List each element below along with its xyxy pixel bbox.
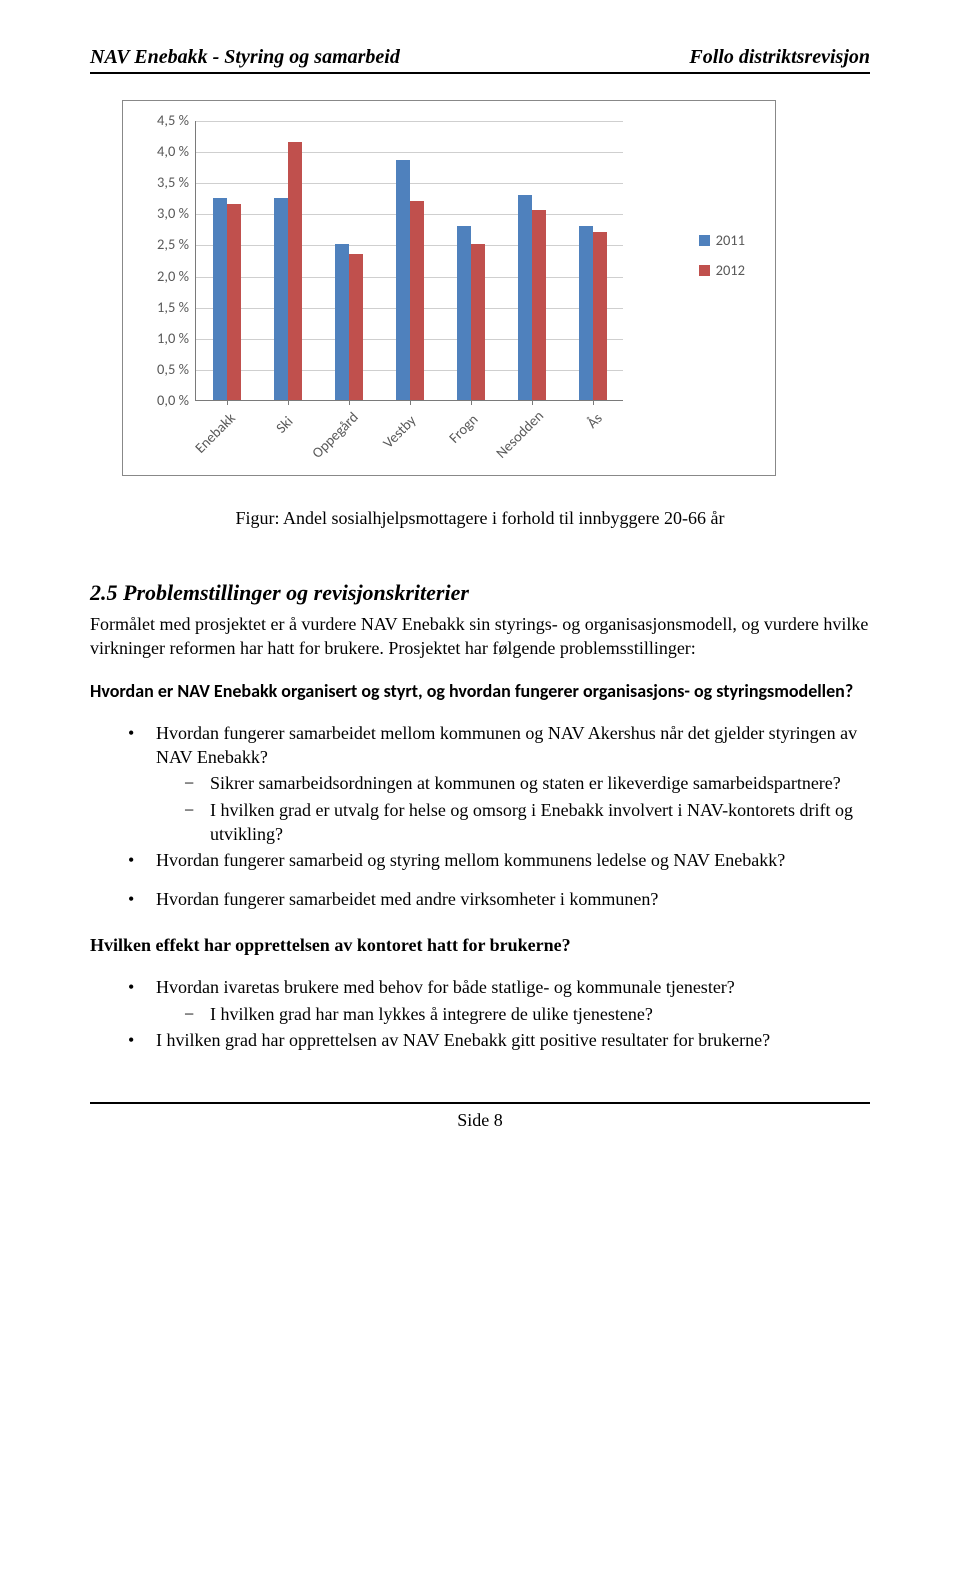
x-axis-label: Ski [272, 412, 298, 438]
list-item: Hvordan ivaretas brukere med behov for b… [128, 975, 870, 1026]
bar [349, 254, 363, 400]
x-axis-tick [349, 400, 350, 405]
y-axis-label: 0,0 % [139, 391, 189, 411]
x-axis-tick [593, 400, 594, 405]
y-axis-label: 2,5 % [139, 236, 189, 256]
y-axis-label: 2,0 % [139, 267, 189, 287]
x-axis-tick [227, 400, 228, 405]
bullet-list-1: Hvordan fungerer samarbeidet mellom komm… [128, 721, 870, 911]
list-item-text: I hvilken grad har opprettelsen av NAV E… [156, 1030, 770, 1050]
bar-group [579, 226, 607, 400]
footer-rule [90, 1102, 870, 1104]
bar [532, 210, 546, 400]
list-item-text: Hvordan fungerer samarbeidet med andre v… [156, 889, 658, 909]
sub-list: Sikrer samarbeidsordningen at kommunen o… [184, 771, 870, 846]
bar-group [335, 244, 363, 400]
bar-group [274, 142, 302, 400]
y-axis-label: 3,0 % [139, 205, 189, 225]
x-axis-label: Vestby [379, 411, 421, 453]
y-axis-label: 1,5 % [139, 298, 189, 318]
bar [227, 204, 241, 400]
bar [593, 232, 607, 400]
x-axis-tick [410, 400, 411, 405]
bar-chart: 0,0 % 0,5 % 1,0 % 1,5 % 2,0 % 2,5 % 3,0 % 3,5 %… [122, 100, 776, 476]
x-axis-label: Oppegård [308, 408, 363, 463]
page-number: Side 8 [90, 1108, 870, 1132]
y-axis-label: 4,0 % [139, 142, 189, 162]
intro-paragraph: Formålet med prosjektet er å vurdere NAV… [90, 612, 870, 661]
y-axis-label: 0,5 % [139, 360, 189, 380]
header-left: NAV Enebakk - Styring og samarbeid [90, 44, 400, 71]
y-axis-label: 3,5 % [139, 173, 189, 193]
legend-label: 2012 [716, 261, 745, 281]
x-axis-tick [532, 400, 533, 405]
y-axis-label: 1,0 % [139, 329, 189, 349]
bar [213, 198, 227, 400]
bar [471, 244, 485, 400]
sub-list-item: Sikrer samarbeidsordningen at kommunen o… [184, 771, 870, 795]
legend-swatch [699, 265, 710, 276]
x-axis-tick [471, 400, 472, 405]
x-axis-label: Frogn [445, 410, 483, 448]
sub-list-item: I hvilken grad er utvalg for helse og om… [184, 798, 870, 847]
sub-list: I hvilken grad har man lykkes å integrer… [184, 1002, 870, 1026]
chart-legend: 2011 2012 [699, 231, 745, 290]
bar [579, 226, 593, 400]
list-item: I hvilken grad har opprettelsen av NAV E… [128, 1028, 870, 1052]
question-2: Hvilken effekt har opprettelsen av konto… [90, 933, 870, 957]
bar [457, 226, 471, 400]
bar [335, 244, 349, 400]
bar [410, 201, 424, 400]
bar-group [213, 198, 241, 400]
bar [274, 198, 288, 400]
chart-gridline [196, 121, 623, 122]
bar [518, 195, 532, 400]
bar-group [518, 195, 546, 400]
bullet-list-2: Hvordan ivaretas brukere med behov for b… [128, 975, 870, 1052]
x-axis-label: Enebakk [191, 409, 240, 458]
y-axis-label: 4,5 % [139, 111, 189, 131]
legend-item: 2012 [699, 261, 745, 281]
x-axis-label: Nesodden [492, 406, 548, 462]
bar [288, 142, 302, 400]
list-item-text: Hvordan fungerer samarbeid og styring me… [156, 850, 785, 870]
list-item: Hvordan fungerer samarbeidet mellom komm… [128, 721, 870, 846]
x-axis-label: Ås [583, 409, 607, 433]
legend-label: 2011 [716, 231, 745, 251]
list-item-text: Hvordan fungerer samarbeidet mellom komm… [156, 723, 857, 767]
bar-group [396, 160, 424, 400]
bar-group [457, 226, 485, 400]
section-heading: 2.5 Problemstillinger og revisjonskriter… [90, 578, 870, 608]
legend-swatch [699, 235, 710, 246]
x-axis-tick [288, 400, 289, 405]
legend-item: 2011 [699, 231, 745, 251]
chart-gridline [196, 152, 623, 153]
list-item-text: Hvordan ivaretas brukere med behov for b… [156, 977, 735, 997]
list-item: Hvordan fungerer samarbeid og styring me… [128, 848, 870, 872]
page-header: NAV Enebakk - Styring og samarbeid Follo… [90, 44, 870, 74]
header-right: Follo distriktsrevisjon [689, 44, 870, 71]
question-1: Hvordan er NAV Enebakk organisert og sty… [90, 679, 870, 703]
sub-list-item: I hvilken grad har man lykkes å integrer… [184, 1002, 870, 1026]
bar [396, 160, 410, 400]
figure-caption: Figur: Andel sosialhjelpsmottagere i for… [90, 506, 870, 530]
list-item: Hvordan fungerer samarbeidet med andre v… [128, 887, 870, 911]
